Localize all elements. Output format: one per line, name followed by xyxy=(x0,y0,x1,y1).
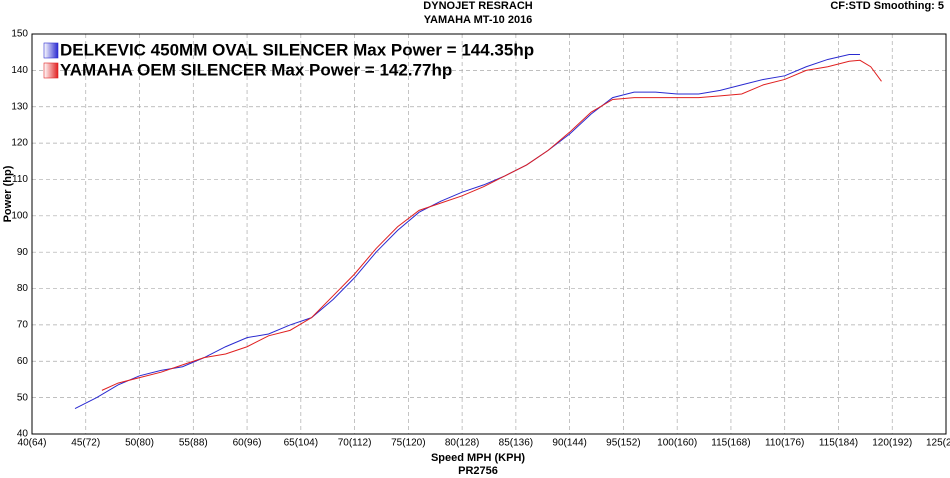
x-tick-label: 60(96) xyxy=(233,438,262,449)
x-tick-label: 75(120) xyxy=(391,438,425,449)
y-tick-label: 70 xyxy=(17,320,29,331)
x-tick-label: 115(168) xyxy=(711,438,750,449)
legend-label: DELKEVIC 450MM OVAL SILENCER Max Power =… xyxy=(60,40,534,59)
x-tick-label: 110(176) xyxy=(765,438,804,449)
x-tick-label: 55(88) xyxy=(179,438,208,449)
y-tick-label: 110 xyxy=(12,174,28,185)
y-tick-label: 40 xyxy=(17,429,29,440)
plot-frame xyxy=(31,33,947,435)
chart-title: DYNOJET RESRACH xyxy=(423,0,532,12)
legend-swatch xyxy=(43,62,59,79)
x-tick-label: 50(80) xyxy=(125,438,154,449)
footer: PR2756 xyxy=(458,465,498,477)
x-tick-label: 40(64) xyxy=(18,438,47,449)
y-tick-label: 80 xyxy=(17,283,29,294)
y-tick-label: 130 xyxy=(11,101,28,112)
x-tick-label: 45(72) xyxy=(71,438,100,449)
legend-swatch xyxy=(43,42,59,59)
x-tick-label: 80(128) xyxy=(445,438,479,449)
x-axis-label: Speed MPH (KPH) xyxy=(431,452,525,464)
y-tick-label: 150 xyxy=(11,29,28,40)
x-tick-label: 85(136) xyxy=(499,438,533,449)
y-tick-label: 140 xyxy=(11,65,28,76)
x-tick-label: 125(201) xyxy=(926,438,950,449)
y-tick-label: 90 xyxy=(17,247,29,258)
legend-label: YAMAHA OEM SILENCER Max Power = 142.77hp xyxy=(60,60,452,79)
data-line xyxy=(74,54,860,409)
y-tick-label: 60 xyxy=(17,356,29,367)
x-tick-label: 115(184) xyxy=(819,438,858,449)
chart-subtitle: YAMAHA MT-10 2016 xyxy=(424,14,533,26)
x-tick-label: 90(144) xyxy=(552,438,586,449)
x-tick-label: 95(152) xyxy=(606,438,640,449)
y-tick-label: 120 xyxy=(11,138,28,149)
x-tick-label: 120(192) xyxy=(872,438,912,449)
settings-text: CF:STD Smoothing: 5 xyxy=(830,0,944,12)
x-tick-label: 100(160) xyxy=(657,438,697,449)
x-tick-label: 70(112) xyxy=(338,438,372,449)
y-tick-label: 100 xyxy=(11,210,28,221)
data-line xyxy=(101,59,882,391)
x-tick-label: 65(104) xyxy=(284,438,318,449)
y-axis-label: Power (hp) xyxy=(2,165,14,222)
y-tick-label: 50 xyxy=(17,392,29,403)
